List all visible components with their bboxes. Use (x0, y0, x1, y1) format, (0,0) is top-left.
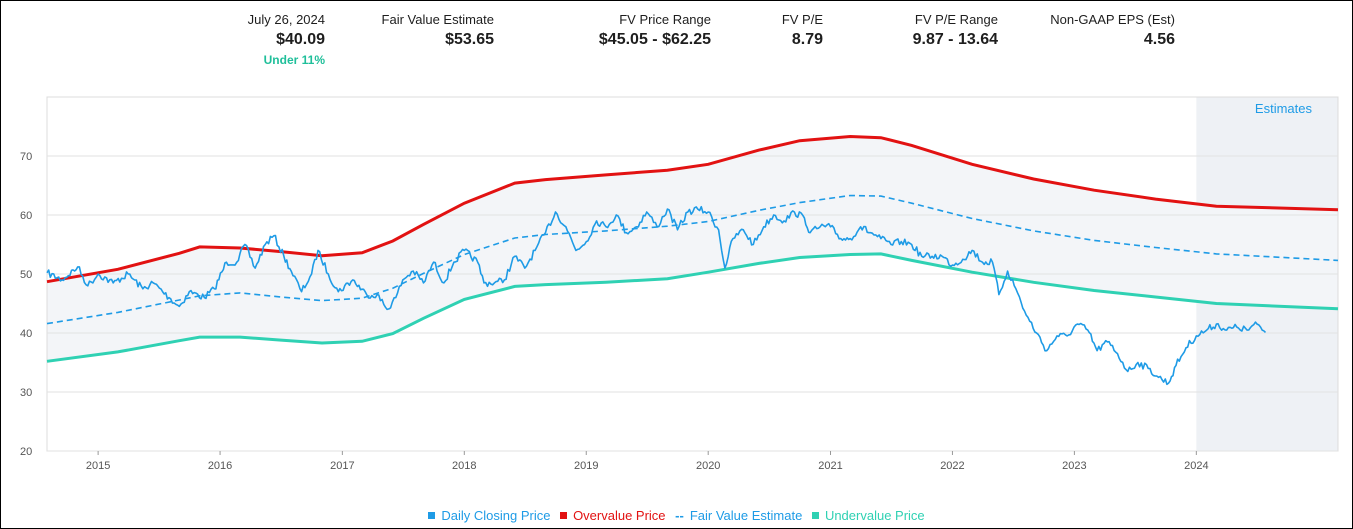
date-label: July 26, 2024 (247, 12, 325, 27)
x-tick-label: 2019 (574, 460, 598, 472)
y-tick-label: 30 (20, 387, 32, 399)
x-tick-label: 2018 (452, 460, 476, 472)
price-status-badge: Under 11% (263, 53, 325, 67)
header-eps-cell: Non-GAAP EPS (Est) 4.56 (1030, 12, 1175, 49)
x-tick-label: 2020 (696, 460, 720, 472)
estimates-label: Estimates (1255, 101, 1313, 116)
fv-pe-label: FV P/E (781, 12, 823, 27)
current-price: $40.09 (276, 31, 325, 48)
fair-value-line (46, 194, 1339, 325)
chart-legend: Daily Closing Price Overvalue Price -- Fa… (0, 508, 1353, 523)
legend-label-fair-value: Fair Value Estimate (689, 508, 803, 523)
x-tick-label: 2022 (940, 460, 964, 472)
legend-swatch-overvalue (560, 512, 568, 519)
value-band (47, 136, 1338, 362)
legend-swatch-daily (428, 512, 436, 519)
eps-label: Non-GAAP EPS (Est) (1050, 12, 1175, 27)
undervalue-line (46, 252, 1339, 363)
legend-daily-closing[interactable]: Daily Closing Price (428, 508, 550, 523)
y-tick-label: 70 (20, 151, 32, 163)
x-tick-label: 2016 (208, 460, 232, 472)
y-tick-label: 40 (20, 328, 32, 340)
y-tick-label: 60 (20, 210, 32, 222)
fv-pe-range-value: 9.87 - 13.64 (912, 31, 998, 48)
fair-value-value: $53.65 (445, 31, 494, 48)
overvalue-line (46, 134, 1339, 284)
x-tick-label: 2015 (86, 460, 110, 472)
x-tick-label: 2024 (1184, 460, 1208, 472)
legend-label-daily: Daily Closing Price (441, 508, 551, 523)
y-tick-label: 20 (20, 446, 32, 458)
fv-pe-value: 8.79 (791, 31, 823, 48)
header-fv-pe-range-cell: FV P/E Range 9.87 - 13.64 (860, 12, 998, 49)
legend-fair-value[interactable]: -- Fair Value Estimate (675, 508, 802, 523)
legend-overvalue[interactable]: Overvalue Price (560, 508, 666, 523)
x-tick-label: 2023 (1062, 460, 1086, 472)
header-fv-range-cell: FV Price Range $45.05 - $62.25 (560, 12, 711, 49)
fv-pe-range-label: FV P/E Range (914, 12, 998, 27)
header-fv-pe-cell: FV P/E 8.79 (740, 12, 823, 49)
fv-range-value: $45.05 - $62.25 (598, 31, 711, 48)
fair-value-label: Fair Value Estimate (381, 12, 494, 27)
fv-range-label: FV Price Range (619, 12, 711, 27)
header-date-cell: July 26, 2024 $40.09 Under 11% (200, 12, 325, 67)
legend-undervalue[interactable]: Undervalue Price (811, 508, 925, 523)
legend-swatch-undervalue (811, 512, 819, 519)
legend-label-undervalue: Undervalue Price (824, 508, 925, 523)
x-tick-label: 2017 (330, 460, 354, 472)
legend-label-overvalue: Overvalue Price (573, 508, 666, 523)
daily-closing-price-line (46, 205, 1267, 386)
legend-swatch-fair-value: -- (675, 508, 684, 523)
y-tick-label: 50 (20, 269, 32, 281)
header-fair-value-cell: Fair Value Estimate $53.65 (360, 12, 494, 49)
eps-value: 4.56 (1143, 31, 1175, 48)
x-tick-label: 2021 (818, 460, 842, 472)
